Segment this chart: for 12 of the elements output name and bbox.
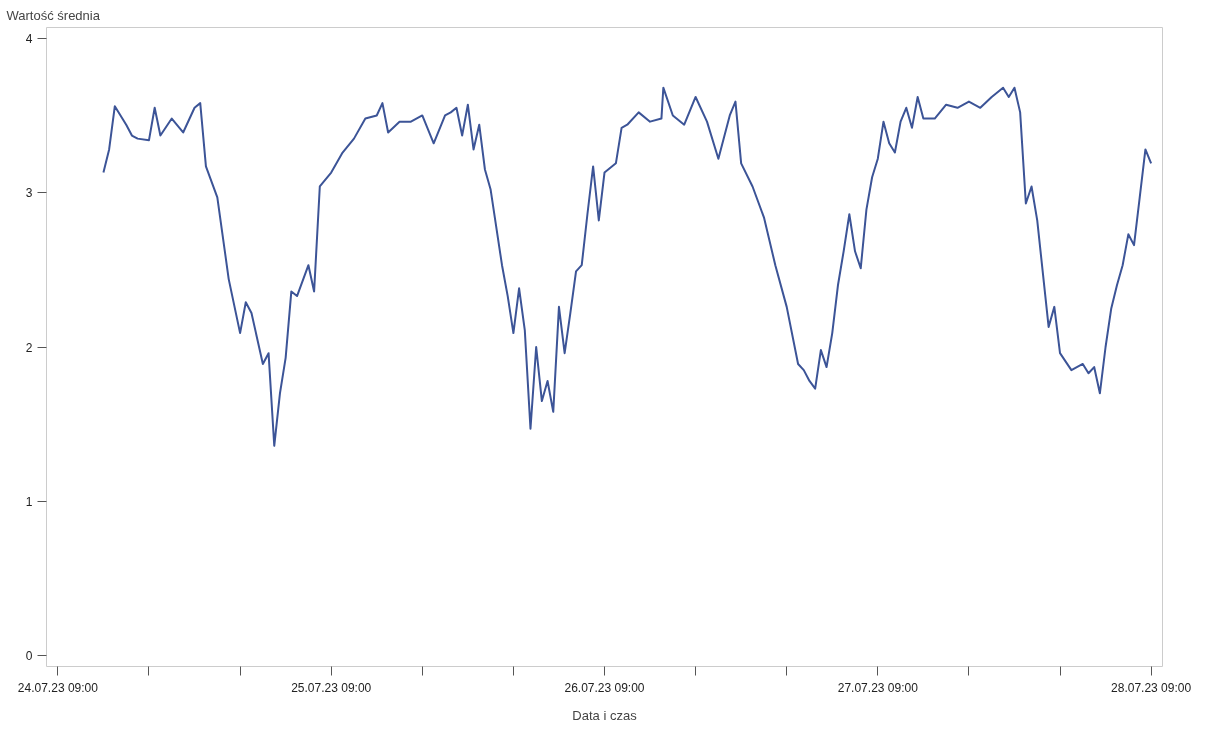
y-tick-label: 2	[25, 340, 33, 355]
x-tick-label: 24.07.23 09:00	[17, 680, 99, 695]
x-tick-label: 26.07.23 09:00	[564, 680, 645, 695]
x-tick-label: 25.07.23 09:00	[291, 680, 372, 695]
y-tick-label: 1	[25, 494, 33, 509]
x-axis-title: Data i czas	[572, 707, 638, 723]
x-tick-label: 28.07.23 09:00	[1111, 680, 1192, 695]
y-axis-title: Wartość średnia	[6, 7, 101, 23]
y-tick-label: 3	[25, 186, 33, 201]
x-tick-label: 27.07.23 09:00	[837, 680, 919, 695]
y-tick-label: 0	[25, 649, 33, 664]
y-tick-label: 4	[25, 31, 33, 46]
